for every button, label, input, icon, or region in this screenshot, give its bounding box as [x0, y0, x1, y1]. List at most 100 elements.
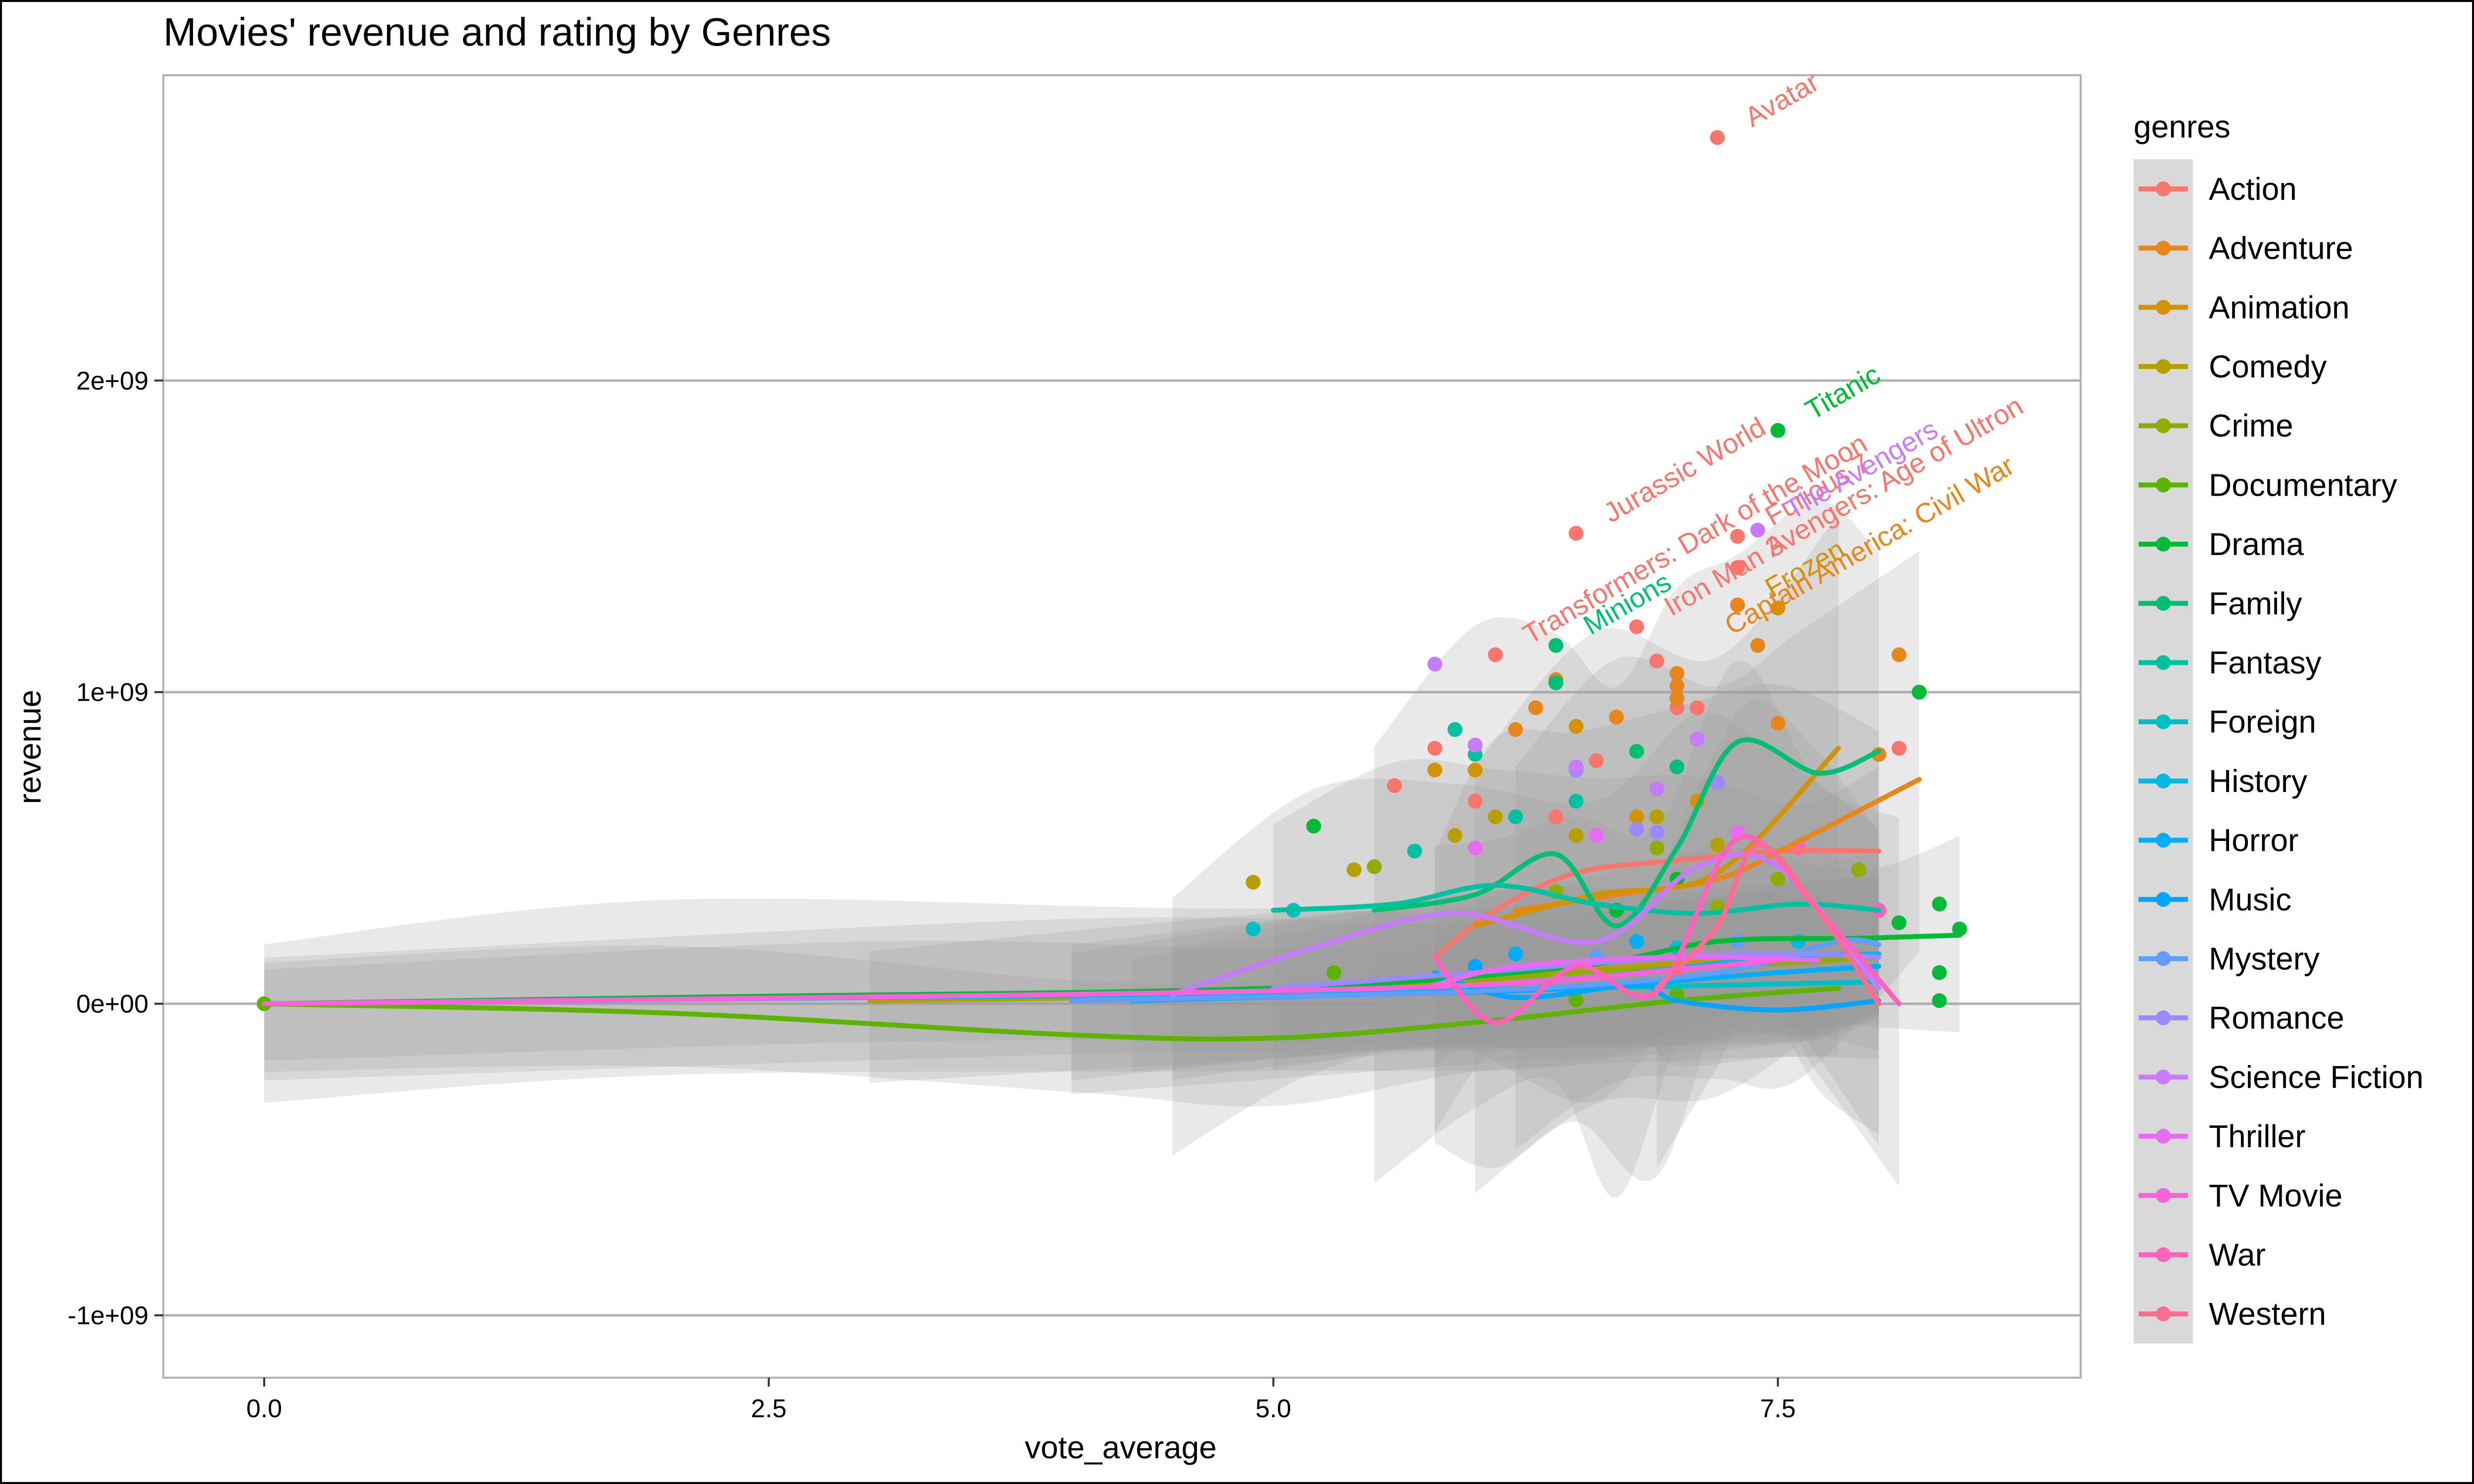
- legend-dot-romance: [2156, 1010, 2171, 1025]
- ribbon-documentary: [264, 920, 1839, 1107]
- point-action: [1649, 653, 1665, 669]
- legend-title: genres: [2134, 109, 2231, 144]
- point-foreign: [1245, 921, 1261, 936]
- point-action: [1468, 793, 1483, 809]
- legend-dot-mystery: [2156, 951, 2171, 966]
- ribbon-war: [1434, 660, 1899, 1186]
- legend-dot-documentary: [2156, 477, 2171, 493]
- legend-label-horror: Horror: [2209, 823, 2298, 858]
- legend-label-romance: Romance: [2209, 1000, 2344, 1036]
- legend-label-documentary: Documentary: [2209, 467, 2397, 503]
- point-comedy: [1447, 828, 1463, 843]
- point-family: [1548, 675, 1564, 691]
- legend-dot-western: [2156, 1306, 2171, 1322]
- point-romance: [1629, 822, 1644, 837]
- point-crime: [1649, 840, 1665, 856]
- point-comedy: [1245, 875, 1261, 890]
- smooth-science-fiction: [1170, 851, 1882, 997]
- legend-label-science-fiction: Science Fiction: [2209, 1059, 2424, 1095]
- point-drama: [1952, 921, 1967, 936]
- legend-key-background: [2134, 159, 2193, 1344]
- point-animation: [1569, 719, 1584, 734]
- smooth-documentary: [261, 985, 1841, 1042]
- ribbon-action: [1434, 684, 1879, 1132]
- legend-label-comedy: Comedy: [2209, 349, 2327, 384]
- plot-panel: [162, 74, 2082, 1379]
- legend-dot-crime: [2156, 418, 2171, 433]
- legend-label-thriller: Thriller: [2209, 1118, 2306, 1154]
- legend-label-drama: Drama: [2209, 526, 2304, 562]
- point-comedy: [1346, 862, 1362, 878]
- point-animation: [1770, 601, 1786, 616]
- y-tick-label: 2e+09: [76, 367, 148, 395]
- point-adventure: [1770, 716, 1786, 731]
- point-drama: [1770, 423, 1786, 438]
- legend-label-fantasy: Fantasy: [2209, 645, 2322, 680]
- point-animation: [1468, 762, 1483, 778]
- point-adventure: [1730, 597, 1745, 612]
- point-adventure: [1669, 666, 1685, 681]
- legend-dot-fantasy: [2156, 655, 2171, 670]
- x-axis: 0.0 2.5 5.0 7.5: [246, 1378, 1796, 1423]
- point-fantasy: [1508, 809, 1523, 825]
- point-thriller: [1468, 840, 1483, 856]
- ribbon-science-fiction: [1172, 712, 1879, 1156]
- point-comedy: [1488, 809, 1503, 825]
- legend-label-foreign: Foreign: [2209, 704, 2316, 740]
- point-fantasy: [1407, 843, 1422, 859]
- legend-label-action: Action: [2209, 171, 2297, 207]
- y-tick-label: 0e+00: [76, 990, 148, 1019]
- point-science-fiction: [1750, 522, 1765, 538]
- smooth-thriller: [1432, 954, 1821, 988]
- legend-dot-science-fiction: [2156, 1069, 2171, 1085]
- point-drama: [1932, 965, 1947, 980]
- point-science-fiction: [1649, 781, 1665, 796]
- ribbon-tv-movie: [264, 887, 1778, 1081]
- legend-label-crime: Crime: [2209, 408, 2293, 444]
- x-axis-title: vote_average: [1025, 1430, 1217, 1465]
- point-romance: [1710, 775, 1725, 790]
- point-documentary: [1326, 965, 1341, 980]
- point-adventure: [1669, 678, 1685, 694]
- legend-label-family: Family: [2209, 586, 2302, 621]
- point-action: [1387, 778, 1402, 793]
- point-thriller: [1589, 828, 1604, 843]
- legend-dot-animation: [2156, 300, 2171, 315]
- legend-label-mystery: Mystery: [2209, 941, 2320, 976]
- legend-dot-tv-movie: [2156, 1188, 2171, 1203]
- y-axis-title: revenue: [12, 690, 48, 804]
- legend-dot-action: [2156, 181, 2171, 196]
- smooth-family: [1372, 737, 1882, 928]
- x-tick-label: 7.5: [1760, 1394, 1796, 1423]
- legend-dot-history: [2156, 773, 2171, 788]
- legend-dot-war: [2156, 1247, 2171, 1262]
- legend-dot-horror: [2156, 833, 2171, 848]
- legend-label-tv-movie: TV Movie: [2209, 1178, 2342, 1213]
- point-adventure: [1750, 638, 1765, 653]
- point-adventure: [1528, 700, 1543, 715]
- legend-label-animation: Animation: [2209, 289, 2350, 325]
- legend-dot-family: [2156, 596, 2171, 611]
- legend-label-western: Western: [2209, 1296, 2326, 1332]
- y-axis: -1e+09 0e+00 1e+09 2e+09: [68, 367, 163, 1330]
- point-science-fiction: [1690, 731, 1705, 746]
- point-adventure: [1669, 691, 1685, 706]
- point-action: [1488, 647, 1503, 662]
- point-documentary: [1569, 992, 1584, 1008]
- point-drama: [1306, 819, 1321, 834]
- x-tick-label: 0.0: [246, 1394, 282, 1423]
- legend-label-adventure: Adventure: [2209, 231, 2353, 266]
- smooth-lines: [261, 737, 1962, 1042]
- legend-dot-thriller: [2156, 1129, 2171, 1144]
- point-science-fiction: [1427, 656, 1442, 672]
- legend-dot-music: [2156, 892, 2171, 907]
- smooth-action: [1432, 848, 1882, 960]
- point-horror: [1629, 934, 1644, 949]
- point-adventure: [1891, 647, 1906, 662]
- point-drama: [1932, 993, 1947, 1008]
- point-comedy: [1569, 828, 1584, 843]
- legend-dot-foreign: [2156, 714, 2171, 730]
- point-family: [1548, 638, 1564, 653]
- point-family: [1629, 743, 1644, 759]
- point-drama: [1932, 896, 1947, 912]
